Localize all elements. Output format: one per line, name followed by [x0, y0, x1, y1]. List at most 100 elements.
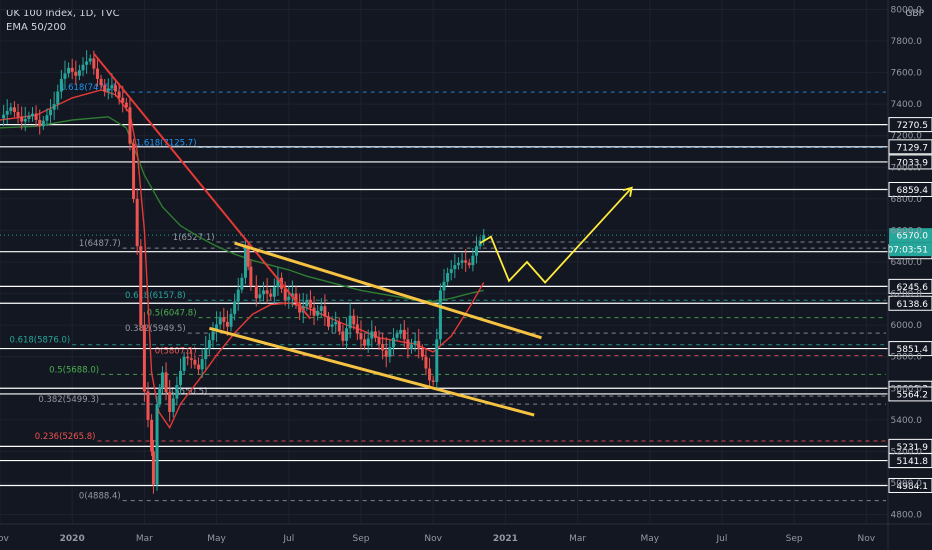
symbol-title[interactable]: UK 100 Index, 1D, TVC [6, 8, 120, 19]
level-tag [888, 341, 932, 357]
projection-path [479, 187, 633, 284]
level-tag-label: 6859.4 [897, 186, 929, 196]
candles [2, 50, 486, 494]
candle-body [236, 289, 240, 302]
candle-body [63, 73, 67, 79]
y-tick-label: 8000.0 [891, 5, 923, 15]
candle-body [456, 262, 460, 266]
candle-body [471, 255, 475, 266]
candle-body [243, 247, 247, 278]
candle-body [164, 372, 168, 393]
candle-body [225, 321, 229, 327]
candle-body [373, 331, 377, 338]
candle-body [323, 306, 327, 317]
candle-body [262, 290, 266, 295]
level-tag [888, 117, 932, 133]
candle-body [417, 340, 421, 349]
candle-body [67, 67, 71, 74]
candle-body [467, 262, 471, 266]
candle-body [139, 246, 143, 326]
candle-body [16, 112, 20, 117]
candle-body [9, 107, 13, 112]
candle-body [30, 113, 34, 117]
y-tick-label: 7800.0 [891, 37, 923, 47]
candle-body [41, 120, 45, 127]
candle-body [348, 315, 352, 329]
x-tick-label: 2020 [60, 534, 85, 544]
level-tag-label: 7033.9 [897, 158, 929, 168]
candle-body [128, 107, 132, 144]
fib-level-label: 0.236(5265.8) [35, 432, 96, 442]
candle-body [240, 277, 244, 290]
candle-body [142, 325, 146, 392]
fib-level-label: 0.5(5688.0) [49, 365, 99, 375]
x-tick-label: Jul [716, 534, 728, 544]
candle-body [305, 299, 309, 307]
candle-body [402, 329, 406, 340]
grid [0, 0, 888, 524]
candle-body [38, 119, 42, 127]
candle-body [207, 340, 211, 349]
candle-body [77, 70, 81, 76]
candle-body [424, 356, 428, 369]
candle-body [52, 104, 56, 110]
candle-body [406, 339, 410, 349]
candle-body [124, 102, 128, 108]
candle-body [290, 293, 294, 297]
candle-body [70, 67, 74, 72]
candle-body [99, 78, 103, 86]
candle-body [265, 290, 269, 294]
candle-body [283, 288, 287, 300]
y-tick-label: 6800.0 [891, 195, 923, 205]
candle-body [204, 348, 208, 360]
candle-body [366, 338, 370, 346]
level-tag [888, 295, 932, 311]
level-tag [888, 278, 932, 294]
candle-body [197, 364, 201, 370]
level-tag [888, 139, 932, 155]
y-tick-label: 6400.0 [891, 258, 923, 268]
candle-body [326, 316, 330, 327]
horizontal-levels[interactable]: 7270.57129.77033.96859.46465.26245.66138… [0, 117, 932, 493]
candle-body [5, 111, 9, 115]
candle-body [312, 307, 316, 316]
y-tick-label: 4800.0 [891, 511, 923, 521]
candle-body [435, 339, 439, 382]
fib-level-label: 0.618(5876.0) [9, 336, 70, 346]
ema-50-line [0, 89, 485, 430]
indicator-title[interactable]: EMA 50/200 [6, 22, 67, 33]
candle-body [413, 340, 417, 345]
projection-arrow-head [622, 186, 633, 197]
candle-body [200, 359, 204, 370]
candle-body [186, 356, 190, 359]
level-tag-label: 5141.8 [897, 457, 929, 467]
x-tick-label: Nov [0, 534, 9, 544]
candle-body [377, 337, 381, 345]
fib-level-label: 0(5807.1) [155, 347, 197, 357]
fib-level-label: 1(6487.7) [79, 239, 121, 249]
candle-body [246, 247, 250, 267]
candle-body [272, 287, 276, 297]
level-tag-label: 7129.7 [897, 143, 929, 153]
candle-body [168, 392, 172, 412]
level-tag-label: 4984.1 [897, 482, 929, 492]
candle-body [460, 260, 464, 263]
candle-body [215, 324, 219, 332]
candle-body [132, 143, 136, 199]
fib-level-label: 0.382(5499.3) [38, 395, 99, 405]
candle-body [319, 306, 323, 311]
y-tick-label: 5400.0 [891, 416, 923, 426]
x-tick-label: May [640, 534, 659, 544]
level-tag [888, 386, 932, 402]
candle-body [135, 198, 139, 247]
candle-body [193, 359, 197, 365]
candle-body [330, 324, 334, 327]
candle-body [151, 451, 155, 485]
candle-body [85, 61, 89, 65]
drawings[interactable] [93, 53, 633, 417]
candle-body [341, 331, 345, 341]
fib-level-label: 1(6527.1) [173, 233, 215, 243]
candle-body [81, 64, 85, 71]
